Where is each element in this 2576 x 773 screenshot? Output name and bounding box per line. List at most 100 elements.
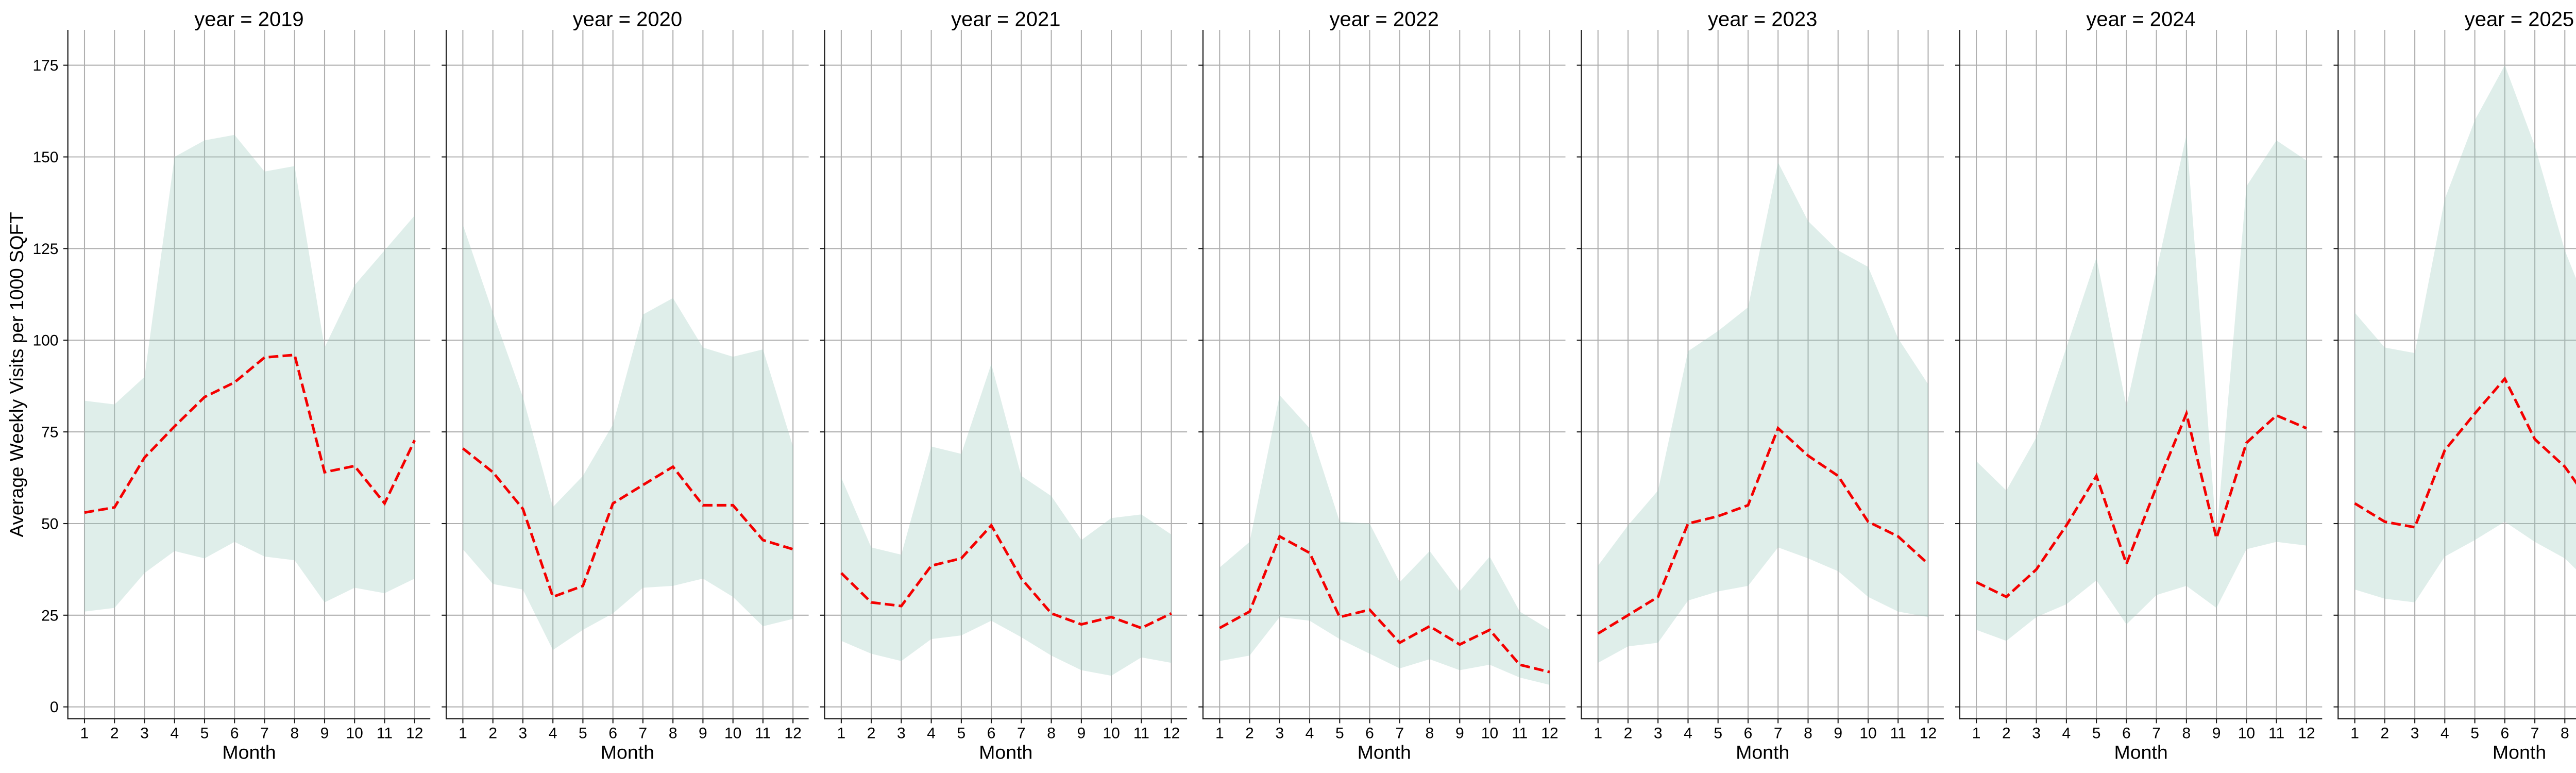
svg-text:100: 100 [32, 332, 58, 349]
svg-text:10: 10 [346, 725, 363, 742]
svg-text:Month: Month [2114, 742, 2167, 763]
svg-text:year = 2022: year = 2022 [1330, 8, 1439, 31]
svg-text:11: 11 [1890, 725, 1906, 742]
svg-text:6: 6 [2122, 725, 2131, 742]
svg-text:Month: Month [2493, 742, 2546, 763]
svg-text:10: 10 [1103, 725, 1120, 742]
svg-text:Month: Month [1736, 742, 1789, 763]
svg-text:12: 12 [406, 725, 423, 742]
svg-text:2: 2 [867, 725, 876, 742]
svg-text:4: 4 [1684, 725, 1692, 742]
svg-text:12: 12 [1541, 725, 1558, 742]
svg-text:9: 9 [1834, 725, 1842, 742]
svg-text:5: 5 [200, 725, 209, 742]
svg-text:11: 11 [755, 725, 771, 742]
svg-text:1: 1 [1215, 725, 1224, 742]
svg-text:year = 2025: year = 2025 [2465, 8, 2574, 31]
svg-text:5: 5 [957, 725, 966, 742]
svg-text:4: 4 [2062, 725, 2071, 742]
svg-text:8: 8 [669, 725, 677, 742]
svg-text:2: 2 [1624, 725, 1633, 742]
svg-text:2: 2 [110, 725, 119, 742]
svg-text:year = 2023: year = 2023 [1708, 8, 1817, 31]
svg-text:9: 9 [320, 725, 329, 742]
svg-text:11: 11 [2268, 725, 2284, 742]
svg-text:4: 4 [2441, 725, 2449, 742]
svg-text:9: 9 [699, 725, 707, 742]
svg-text:Month: Month [1358, 742, 1411, 763]
svg-text:10: 10 [724, 725, 741, 742]
svg-text:4: 4 [1306, 725, 1314, 742]
svg-text:1: 1 [2350, 725, 2359, 742]
svg-text:4: 4 [170, 725, 179, 742]
svg-text:9: 9 [1455, 725, 1464, 742]
svg-text:12: 12 [785, 725, 802, 742]
svg-text:5: 5 [1335, 725, 1344, 742]
svg-text:7: 7 [639, 725, 648, 742]
svg-text:6: 6 [987, 725, 996, 742]
svg-text:year = 2021: year = 2021 [951, 8, 1060, 31]
svg-text:2: 2 [488, 725, 497, 742]
svg-text:3: 3 [897, 725, 906, 742]
svg-text:3: 3 [2032, 725, 2041, 742]
svg-text:10: 10 [1481, 725, 1498, 742]
svg-text:8: 8 [2182, 725, 2191, 742]
svg-text:10: 10 [1859, 725, 1876, 742]
svg-text:12: 12 [1163, 725, 1180, 742]
svg-text:3: 3 [140, 725, 149, 742]
svg-text:Month: Month [222, 742, 276, 763]
svg-text:1: 1 [1972, 725, 1981, 742]
svg-text:1: 1 [1594, 725, 1602, 742]
svg-text:6: 6 [608, 725, 617, 742]
svg-text:11: 11 [377, 725, 393, 742]
svg-text:year = 2024: year = 2024 [2086, 8, 2195, 31]
svg-text:7: 7 [260, 725, 269, 742]
svg-text:Average Weekly Visits per 1000: Average Weekly Visits per 1000 SQFT [6, 212, 27, 537]
svg-text:7: 7 [1395, 725, 1404, 742]
svg-text:7: 7 [2152, 725, 2161, 742]
svg-text:5: 5 [2470, 725, 2479, 742]
svg-text:year = 2019: year = 2019 [194, 8, 303, 31]
svg-text:175: 175 [32, 57, 58, 74]
svg-text:5: 5 [1714, 725, 1722, 742]
svg-text:5: 5 [2092, 725, 2101, 742]
svg-text:9: 9 [1077, 725, 1086, 742]
svg-text:7: 7 [2531, 725, 2539, 742]
svg-text:12: 12 [1920, 725, 1937, 742]
svg-text:8: 8 [1047, 725, 1056, 742]
svg-text:2: 2 [2002, 725, 2011, 742]
svg-text:6: 6 [1744, 725, 1753, 742]
svg-text:3: 3 [1654, 725, 1663, 742]
svg-text:6: 6 [2500, 725, 2509, 742]
svg-text:75: 75 [41, 424, 58, 441]
svg-text:year = 2020: year = 2020 [573, 8, 682, 31]
svg-text:1: 1 [837, 725, 846, 742]
svg-text:2: 2 [1245, 725, 1254, 742]
svg-text:Month: Month [979, 742, 1032, 763]
svg-text:2: 2 [2380, 725, 2389, 742]
svg-text:3: 3 [1275, 725, 1284, 742]
svg-text:25: 25 [41, 607, 58, 624]
svg-text:5: 5 [579, 725, 587, 742]
svg-text:Month: Month [601, 742, 654, 763]
svg-text:12: 12 [2298, 725, 2315, 742]
svg-text:150: 150 [32, 149, 58, 166]
svg-text:0: 0 [50, 699, 59, 716]
svg-text:4: 4 [927, 725, 936, 742]
svg-text:10: 10 [2238, 725, 2255, 742]
svg-text:1: 1 [80, 725, 89, 742]
svg-text:9: 9 [2212, 725, 2221, 742]
svg-text:8: 8 [1426, 725, 1434, 742]
svg-text:8: 8 [2561, 725, 2569, 742]
svg-text:11: 11 [1512, 725, 1528, 742]
svg-text:50: 50 [41, 516, 58, 533]
svg-text:3: 3 [2411, 725, 2419, 742]
svg-text:1: 1 [459, 725, 467, 742]
svg-text:125: 125 [32, 241, 58, 258]
svg-text:8: 8 [290, 725, 299, 742]
svg-text:7: 7 [1774, 725, 1783, 742]
svg-text:6: 6 [230, 725, 239, 742]
svg-text:6: 6 [1365, 725, 1374, 742]
svg-text:7: 7 [1017, 725, 1026, 742]
svg-text:3: 3 [519, 725, 528, 742]
